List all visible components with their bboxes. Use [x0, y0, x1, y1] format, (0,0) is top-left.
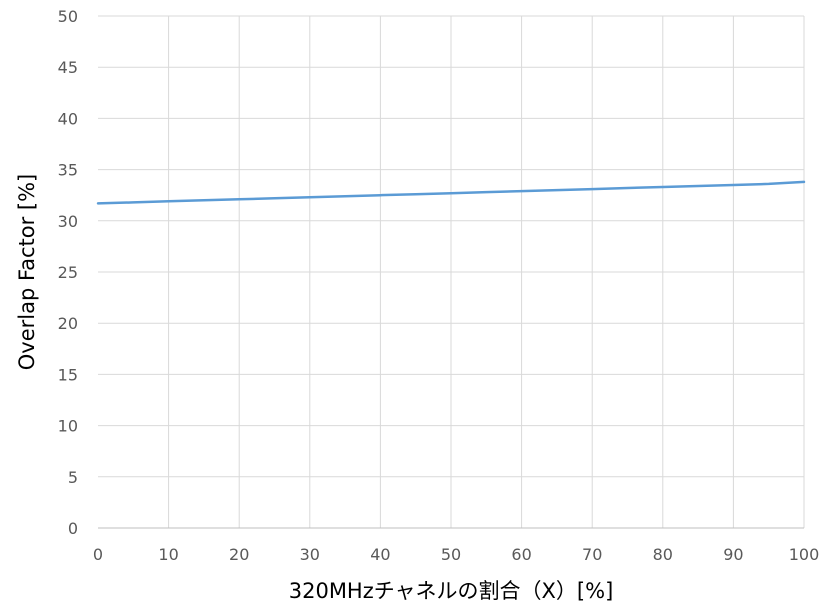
x-tick-label: 30 — [300, 545, 320, 564]
y-tick-label: 30 — [58, 212, 78, 231]
y-tick-label: 25 — [58, 263, 78, 282]
x-tick-label: 60 — [511, 545, 531, 564]
y-tick-label: 10 — [58, 417, 78, 436]
x-tick-label: 50 — [441, 545, 461, 564]
x-tick-label: 40 — [370, 545, 390, 564]
x-tick-label: 90 — [723, 545, 743, 564]
y-axis-title: Overlap Factor [%] — [15, 174, 39, 371]
series-layer — [96, 180, 806, 205]
series-line — [96, 180, 806, 205]
horizontal-gridlines — [98, 15, 804, 478]
x-tick-label: 70 — [582, 545, 602, 564]
y-tick-label: 40 — [58, 109, 78, 128]
x-tick-label: 100 — [789, 545, 820, 564]
x-tick-label: 10 — [158, 545, 178, 564]
y-tick-label: 50 — [58, 7, 78, 26]
x-axis-title: 320MHzチャネルの割合（X）[%] — [289, 579, 614, 603]
y-tick-label: 15 — [58, 365, 78, 384]
y-tick-label: 45 — [58, 58, 78, 77]
x-tick-label: 0 — [93, 545, 103, 564]
y-tick-label: 35 — [58, 161, 78, 180]
x-tick-labels: 0 10 20 30 40 50 60 70 80 90 100 — [93, 545, 819, 564]
y-tick-labels: 0 5 10 15 20 25 30 35 40 45 50 — [58, 7, 78, 538]
x-tick-label: 20 — [229, 545, 249, 564]
y-tick-label: 5 — [68, 468, 78, 487]
x-tick-label: 80 — [653, 545, 673, 564]
y-tick-label: 0 — [68, 519, 78, 538]
y-tick-label: 20 — [58, 314, 78, 333]
